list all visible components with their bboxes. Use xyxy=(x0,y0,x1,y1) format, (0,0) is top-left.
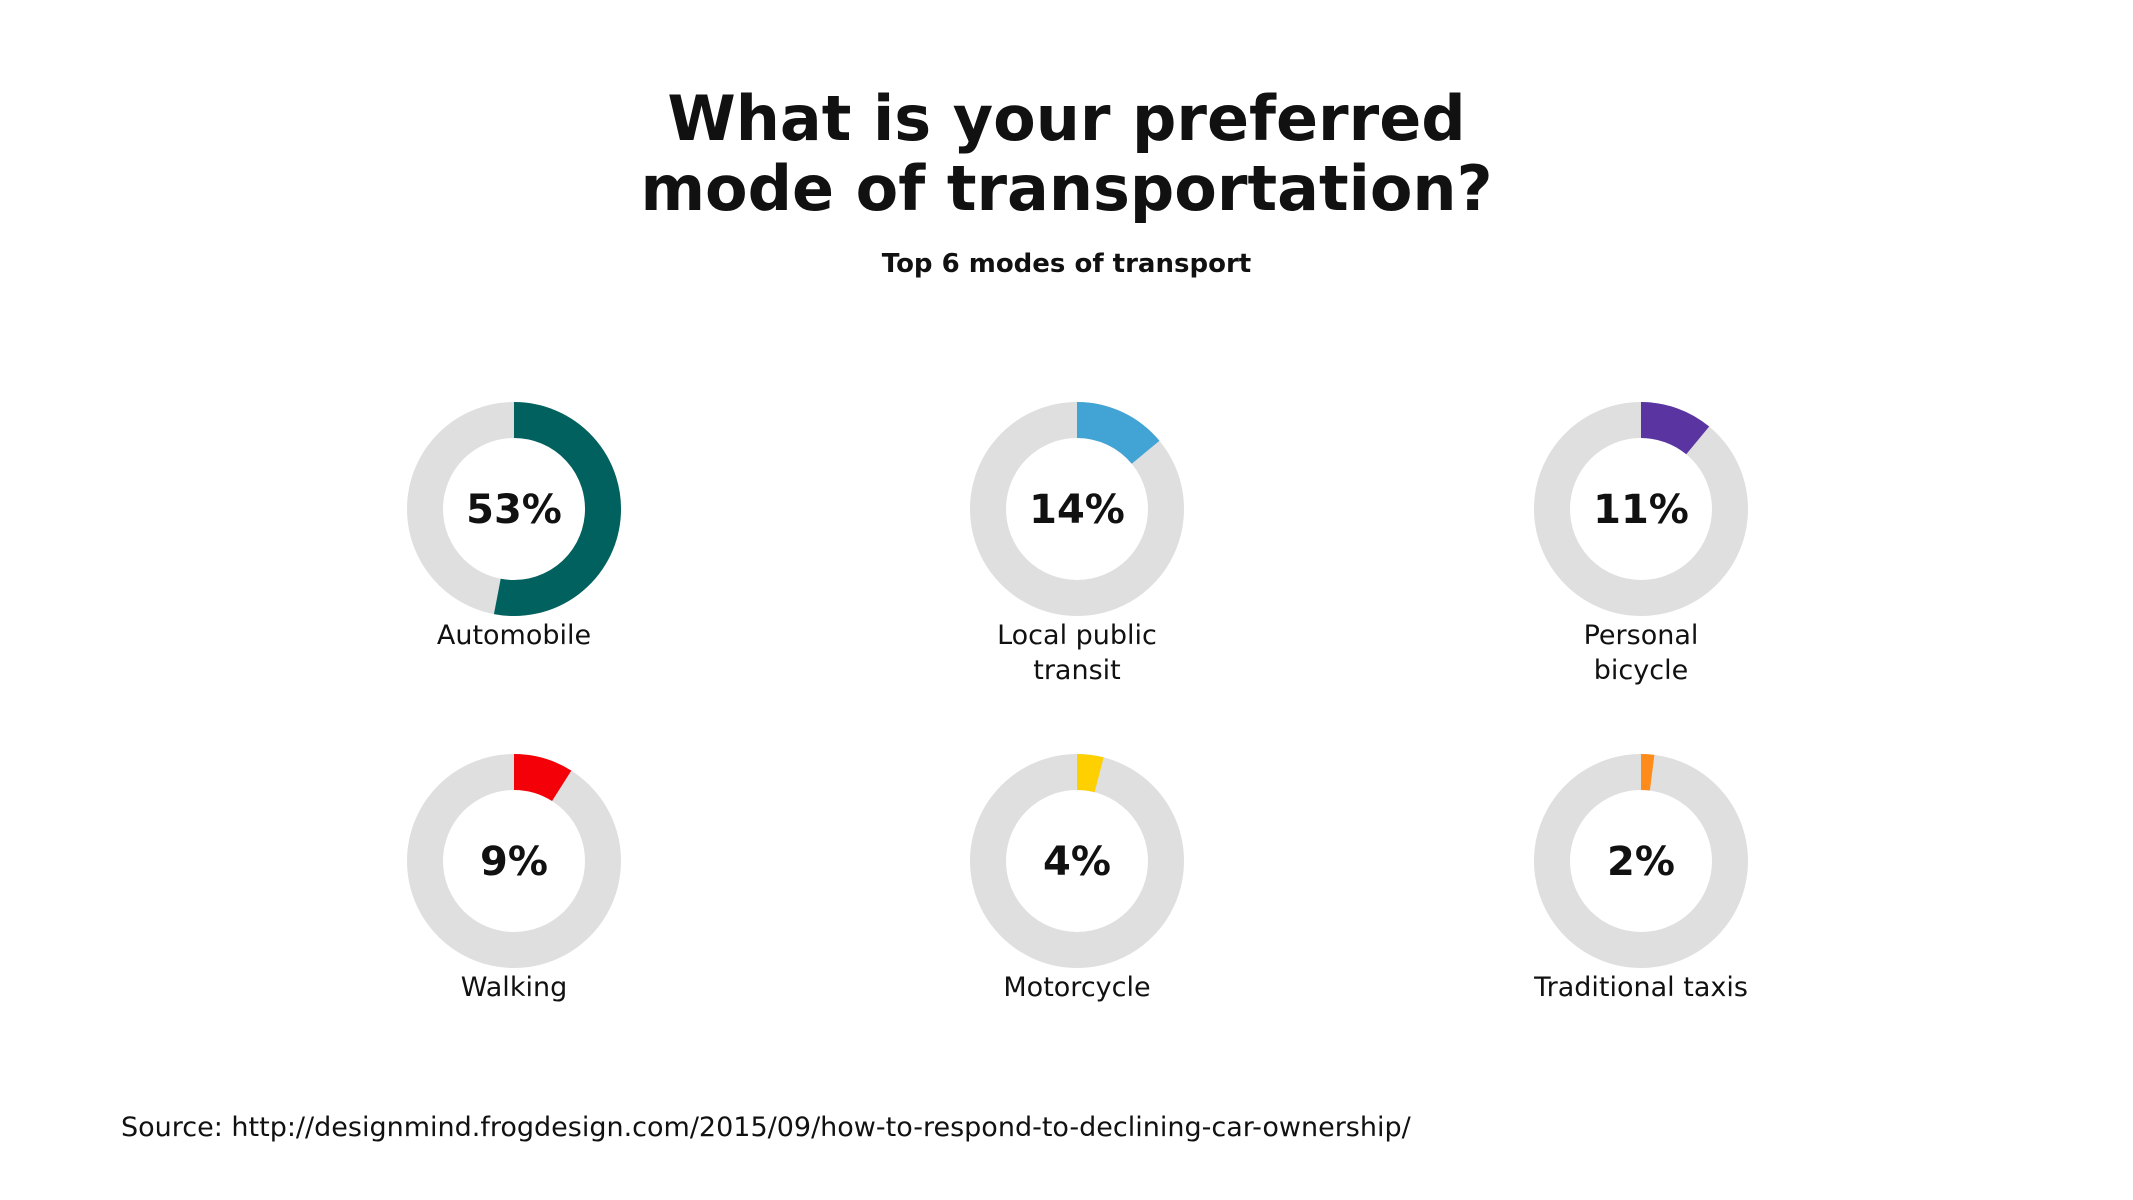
donut-value-label: 9% xyxy=(480,839,548,885)
chart-subtitle: Top 6 modes of transport xyxy=(881,249,1252,279)
donut-value-arc xyxy=(1076,754,1104,793)
chart-title: What is your preferred mode of transport… xyxy=(0,84,2133,224)
source-note: Source: http://designmind.frogdesign.com… xyxy=(121,1112,1411,1143)
donut-value-arc xyxy=(1640,402,1710,455)
donut-value-label: 14% xyxy=(1029,487,1125,533)
donut-6: 2% Traditional taxis xyxy=(1533,753,1748,1003)
donut-3: 11% Personal bicycle xyxy=(1534,402,1748,686)
donut-4: 9% Walking xyxy=(407,754,621,1003)
donut-5: 4% Motorcycle xyxy=(970,754,1184,1003)
donut-category-label: Traditional taxis xyxy=(1533,972,1748,1003)
donut-category-label: Motorcycle xyxy=(1003,972,1150,1003)
donut-value-label: 2% xyxy=(1607,839,1675,885)
donut-value-label: 53% xyxy=(466,487,562,533)
chart-title-line-2: mode of transportation? xyxy=(640,152,1493,225)
donut-category-label: transit xyxy=(1033,655,1121,686)
donut-category-label: Local public xyxy=(997,620,1157,651)
donut-category-label: Personal xyxy=(1584,620,1699,651)
donut-value-arc xyxy=(493,402,622,616)
donut-value-label: 4% xyxy=(1043,839,1111,885)
donut-category-label: Automobile xyxy=(437,620,591,651)
donut-value-arc xyxy=(1640,753,1655,791)
donut-category-label: Walking xyxy=(461,972,567,1003)
donut-value-arc xyxy=(1076,402,1160,465)
donut-category-label: bicycle xyxy=(1594,655,1688,686)
chart-title-line-1: What is your preferred xyxy=(667,82,1466,155)
donut-1: 53% Automobile xyxy=(407,402,622,651)
donut-value-label: 11% xyxy=(1593,487,1689,533)
donut-2: 14% Local public transit xyxy=(970,402,1184,686)
donut-value-arc xyxy=(513,754,572,802)
